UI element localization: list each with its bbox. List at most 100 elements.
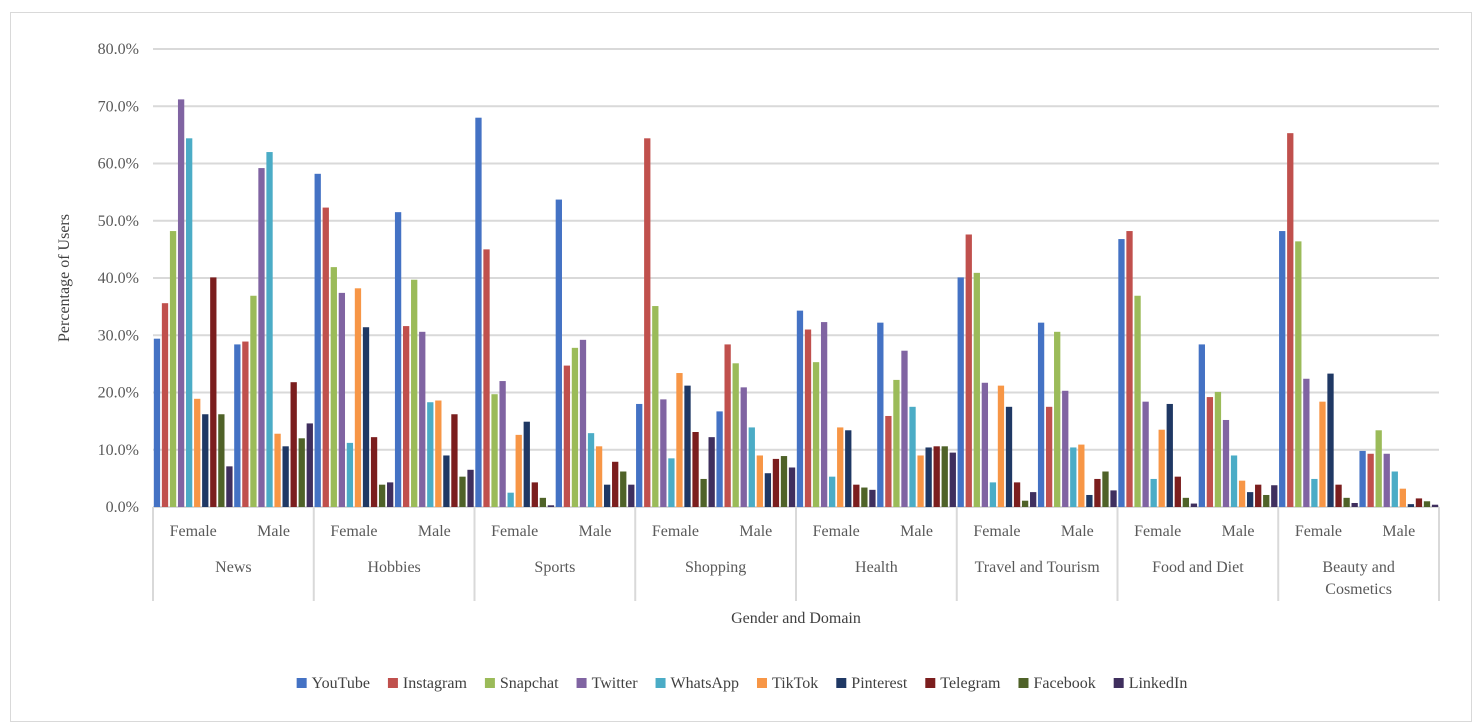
bar-twitter-5 (579, 339, 587, 507)
gender-label: Female (813, 523, 860, 540)
bar-tiktok-12 (1158, 429, 1165, 507)
bar-youtube-2 (314, 173, 321, 507)
bar-youtube-3 (394, 212, 402, 507)
legend-swatch (296, 678, 307, 688)
bar-pinterest-7 (764, 473, 772, 507)
bar-telegram-5 (612, 461, 619, 507)
bar-facebook-10 (1021, 500, 1029, 507)
bar-facebook-11 (1102, 471, 1109, 507)
legend-swatch (484, 678, 495, 688)
bar-pinterest-14 (1327, 373, 1334, 507)
gender-label: Male (1061, 523, 1094, 540)
bar-snapchat-0 (169, 231, 177, 507)
bar-instagram-14 (1287, 133, 1294, 507)
bar-snapchat-9 (893, 379, 900, 507)
domain-label: Food and Diet (1152, 559, 1244, 576)
bar-telegram-1 (290, 382, 297, 507)
bar-facebook-1 (298, 438, 305, 507)
domain-label: Health (855, 559, 898, 576)
bar-twitter-13 (1222, 419, 1230, 507)
bar-tiktok-6 (676, 373, 683, 507)
gender-label: Male (1222, 523, 1255, 540)
y-tick-label: 10.0% (98, 442, 139, 459)
bar-whatsapp-13 (1230, 455, 1238, 507)
gender-label: Male (257, 523, 290, 540)
bar-telegram-13 (1255, 484, 1262, 507)
bar-youtube-7 (716, 411, 723, 507)
bar-linkedin-4 (547, 505, 555, 507)
bar-whatsapp-6 (668, 458, 675, 507)
domain-label: Sports (534, 559, 575, 576)
bar-pinterest-8 (845, 430, 852, 507)
bar-youtube-13 (1198, 344, 1205, 507)
legend-swatch (1113, 678, 1124, 688)
legend-item-facebook: Facebook (1018, 675, 1096, 692)
bar-snapchat-4 (491, 394, 498, 507)
legend-item-twitter: Twitter (576, 675, 638, 692)
bar-whatsapp-3 (427, 402, 434, 507)
bar-telegram-6 (692, 432, 699, 507)
domain-label: Shopping (685, 559, 746, 576)
bar-facebook-15 (1423, 501, 1431, 507)
bar-tiktok-8 (837, 427, 844, 507)
bar-pinterest-0 (202, 414, 209, 507)
legend-item-instagram: Instagram (387, 675, 467, 692)
bar-whatsapp-4 (507, 492, 514, 507)
bar-telegram-15 (1415, 498, 1423, 507)
bar-chart: Female Male News Female Male Hobbies Female Mal… (56, 41, 1440, 692)
legend-label: Snapchat (500, 675, 559, 692)
bar-whatsapp-0 (186, 138, 193, 507)
bar-telegram-0 (210, 277, 217, 507)
gender-label: Male (900, 523, 933, 540)
bar-linkedin-5 (628, 484, 635, 507)
gender-label: Female (1295, 523, 1342, 540)
bar-youtube-1 (234, 344, 241, 507)
bar-instagram-0 (161, 303, 169, 507)
bar-facebook-4 (539, 497, 547, 507)
bar-facebook-3 (459, 476, 466, 507)
y-tick-label: 20.0% (98, 385, 139, 402)
bar-linkedin-8 (869, 489, 876, 507)
bar-youtube-10 (957, 277, 964, 507)
bar-youtube-0 (153, 338, 161, 507)
x-axis-title: Gender and Domain (731, 610, 861, 627)
domain-label: Travel and Tourism (975, 559, 1101, 576)
bar-telegram-4 (531, 482, 538, 507)
bar-snapchat-5 (571, 347, 579, 507)
bar-instagram-1 (242, 341, 249, 507)
legend-swatch (756, 678, 767, 688)
y-axis-title: Percentage of Users (56, 214, 73, 342)
bar-twitter-10 (981, 382, 989, 507)
bar-pinterest-11 (1086, 494, 1093, 507)
bar-tiktok-2 (354, 288, 362, 507)
bar-telegram-12 (1174, 476, 1181, 507)
bar-snapchat-7 (732, 363, 739, 507)
bar-pinterest-10 (1005, 406, 1013, 507)
legend-swatch (576, 678, 587, 688)
legend-swatch (836, 678, 847, 688)
legend-label: Facebook (1033, 675, 1095, 692)
domain-label: News (215, 559, 251, 576)
bar-linkedin-2 (387, 482, 394, 507)
bar-pinterest-6 (684, 385, 691, 507)
bar-youtube-11 (1037, 322, 1045, 507)
bar-snapchat-1 (250, 295, 257, 507)
legend-label: WhatsApp (671, 675, 739, 692)
y-tick-labels: 0.0% 10.0% 20.0% 30.0% 40.0% 50.0% 60.0% 70.0% 8… (98, 41, 139, 516)
gender-label: Female (652, 523, 699, 540)
bar-snapchat-11 (1054, 331, 1061, 507)
bar-pinterest-4 (523, 421, 530, 507)
legend-label: LinkedIn (1129, 675, 1188, 692)
y-tick-label: 80.0% (98, 41, 139, 58)
bar-twitter-9 (901, 350, 908, 507)
gender-label: Female (491, 523, 538, 540)
bar-twitter-12 (1142, 401, 1149, 507)
bar-facebook-5 (620, 471, 627, 507)
legend-label: Pinterest (851, 675, 908, 692)
bar-whatsapp-8 (829, 476, 836, 507)
bar-tiktok-5 (595, 446, 603, 507)
bar-pinterest-3 (443, 455, 450, 507)
gender-label: Male (579, 523, 612, 540)
legend-item-linkedin: LinkedIn (1113, 675, 1188, 692)
bar-snapchat-2 (330, 267, 337, 507)
